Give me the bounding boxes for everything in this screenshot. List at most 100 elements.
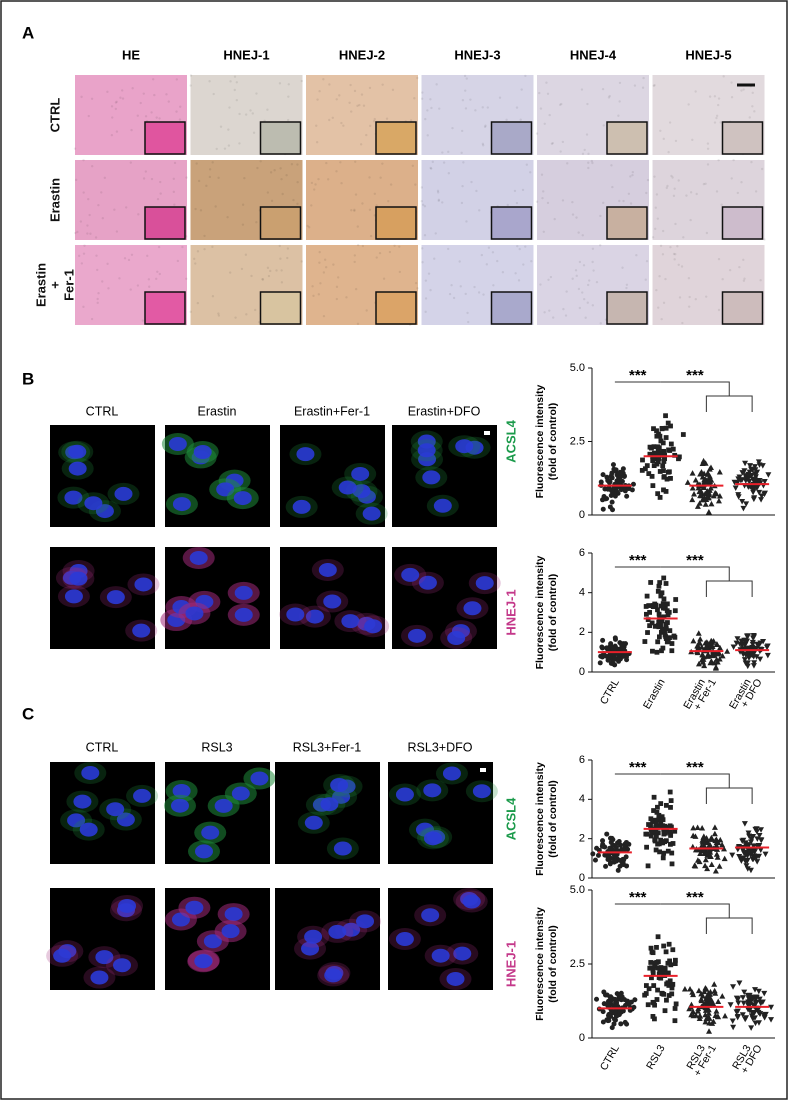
dot [662, 823, 668, 829]
dot [656, 817, 662, 823]
dot [700, 653, 707, 660]
texture [525, 163, 529, 166]
texture [335, 285, 339, 289]
nucleus [320, 797, 339, 812]
inset-image [490, 121, 533, 155]
dot [667, 978, 673, 984]
nucleus [433, 498, 452, 513]
dot [696, 1012, 703, 1019]
dot [612, 635, 618, 641]
texture [423, 204, 427, 208]
nucleus [462, 894, 481, 909]
dot [592, 857, 598, 863]
texture [317, 293, 321, 296]
texture [349, 83, 352, 87]
texture [629, 202, 633, 205]
nucleus [352, 484, 371, 499]
nucleus [132, 623, 151, 638]
texture [694, 298, 697, 301]
texture [338, 94, 341, 97]
nucleus [401, 567, 420, 582]
nucleus [194, 844, 213, 859]
texture [124, 206, 128, 209]
texture [665, 186, 668, 190]
nucleus [193, 444, 212, 459]
nucleus [423, 831, 442, 846]
dot [650, 999, 656, 1005]
texture [460, 151, 463, 155]
dot [719, 993, 726, 999]
texture [315, 124, 318, 127]
dot [600, 1009, 606, 1015]
texture [438, 107, 441, 110]
dot [689, 484, 696, 491]
dot [656, 583, 662, 589]
texture [465, 220, 468, 223]
dot [612, 1017, 618, 1023]
nucleus [292, 499, 311, 514]
dot [753, 1006, 760, 1013]
texture [742, 88, 745, 91]
texture [129, 161, 132, 164]
texture [535, 132, 539, 135]
dot [734, 1014, 741, 1020]
chart-label: HNEJ-1 [503, 941, 518, 987]
dot [665, 970, 671, 976]
dot [704, 1005, 711, 1011]
texture [670, 174, 673, 178]
texture [668, 121, 672, 124]
texture [306, 224, 309, 228]
nucleus [114, 486, 133, 501]
dot [645, 1002, 651, 1008]
texture [175, 110, 178, 113]
texture [185, 277, 188, 281]
texture [240, 267, 244, 271]
dot [741, 657, 748, 663]
y-tick-label: 2 [579, 626, 585, 638]
dot [714, 641, 721, 647]
dot-cloud [597, 635, 632, 668]
dot [639, 467, 645, 473]
texture [286, 247, 290, 250]
dot [749, 834, 756, 841]
texture [548, 113, 551, 117]
texture [369, 124, 372, 128]
dot-cloud [727, 980, 775, 1031]
dot [661, 487, 666, 493]
nucleus [79, 822, 98, 837]
texture [332, 263, 335, 266]
texture [522, 263, 525, 266]
dot [732, 485, 739, 492]
texture [736, 191, 740, 195]
dot [658, 821, 664, 827]
dot [689, 496, 696, 503]
texture [110, 105, 114, 108]
dot [703, 993, 710, 1000]
dot [661, 575, 667, 581]
dot [744, 857, 751, 864]
dot [752, 826, 759, 833]
dot [607, 845, 613, 851]
dot [606, 1018, 612, 1024]
dot [659, 838, 664, 844]
bracket [660, 903, 753, 934]
dot [691, 862, 698, 868]
nucleus [194, 954, 213, 969]
dot [652, 837, 658, 843]
texture [599, 214, 602, 218]
column-header: Erastin [198, 404, 237, 418]
texture [318, 90, 321, 93]
texture [447, 172, 451, 175]
texture [273, 169, 276, 172]
dot [664, 981, 670, 987]
dot [606, 647, 612, 653]
dot [659, 590, 665, 596]
dot [711, 830, 718, 837]
texture [211, 245, 214, 249]
dot [672, 828, 678, 834]
texture [96, 268, 99, 272]
texture [83, 244, 86, 247]
dot [607, 479, 613, 485]
dot [665, 960, 671, 966]
dot [655, 444, 661, 450]
